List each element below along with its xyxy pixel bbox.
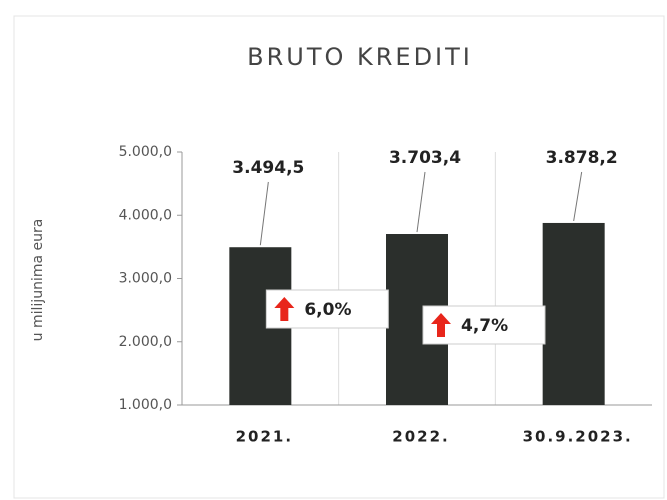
y-tick-label: 1.000,0 [119,397,172,413]
y-axis-label: u milijunima eura [30,219,46,342]
bar [542,222,605,405]
value-label: 3.494,5 [232,158,304,178]
annotation: 4,7% [461,316,508,336]
annotation-box [422,305,546,345]
x-tick-label: 30.9.2023. [523,428,633,446]
up-arrow [274,297,295,321]
y-tick-label: 4.000,0 [119,207,172,223]
frame [13,15,665,499]
leader-line [416,171,426,233]
y-tick-label: 2.000,0 [119,334,172,350]
y-tick-label: 5.000,0 [119,144,172,160]
leader-line [573,171,583,222]
y-tick-label: 3.000,0 [119,271,172,287]
value-label: 3.878,2 [546,148,618,168]
x-tick-label: 2021. [236,428,293,446]
x-tick-label: 2022. [392,428,449,446]
annotation: 6,0% [304,300,351,320]
up-arrow [431,313,451,337]
leader-line [259,181,269,246]
chart-title: BRUTO KREDITI [247,43,473,71]
value-label: 3.703,4 [389,148,461,168]
